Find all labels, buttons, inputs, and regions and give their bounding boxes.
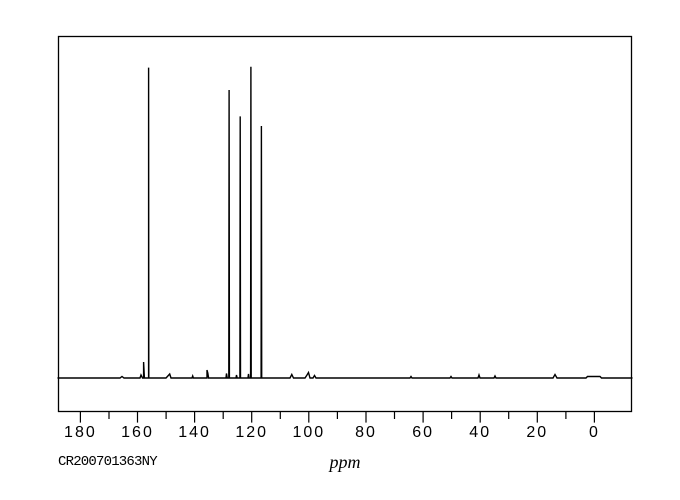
svg-text:60: 60 (412, 424, 434, 441)
svg-text:100: 100 (292, 424, 325, 441)
svg-text:180: 180 (64, 424, 97, 441)
svg-text:0: 0 (589, 424, 600, 441)
svg-text:80: 80 (355, 424, 377, 441)
svg-text:ppm: ppm (328, 452, 361, 472)
svg-text:40: 40 (469, 424, 491, 441)
svg-text:140: 140 (178, 424, 211, 441)
svg-text:160: 160 (121, 424, 154, 441)
svg-text:120: 120 (235, 424, 268, 441)
svg-text:CR200701363NY: CR200701363NY (58, 454, 158, 470)
svg-text:20: 20 (526, 424, 548, 441)
